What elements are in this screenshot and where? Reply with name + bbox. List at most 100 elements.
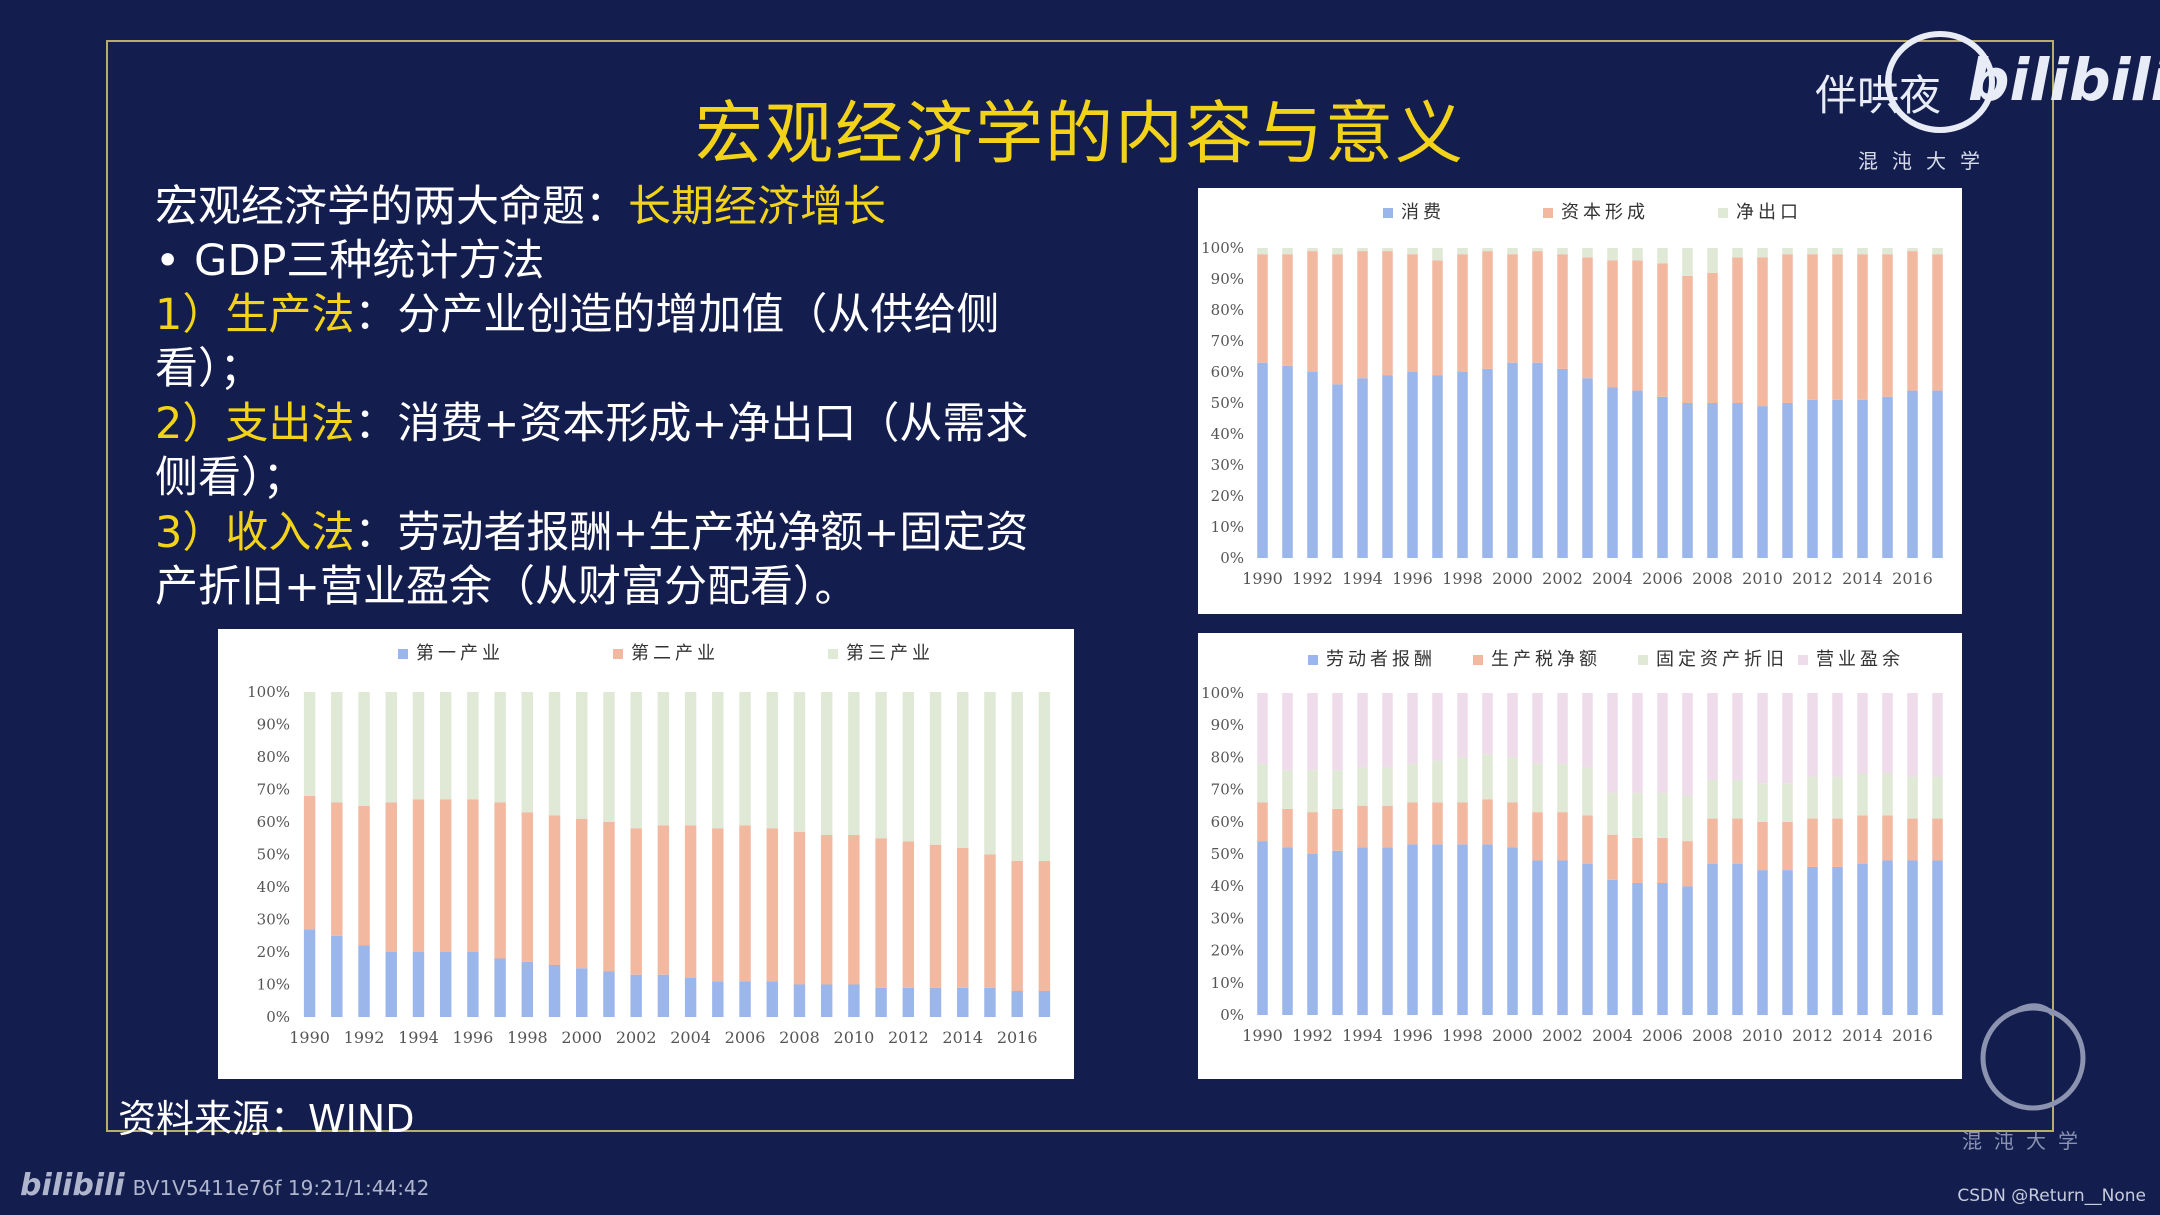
x-tick-label: 2014 bbox=[1842, 1026, 1883, 1045]
bar-segment bbox=[1707, 693, 1718, 780]
bar-segment bbox=[1432, 844, 1443, 1015]
method-2-cont: 侧看）； bbox=[155, 453, 306, 503]
bar-segment bbox=[521, 692, 534, 813]
bar-segment bbox=[630, 828, 642, 975]
legend-swatch bbox=[613, 649, 623, 659]
bar-segment bbox=[1282, 770, 1293, 809]
bar-segment bbox=[1382, 375, 1393, 558]
bar-segment bbox=[358, 692, 370, 806]
legend-swatch bbox=[1718, 208, 1728, 218]
bar-segment bbox=[1407, 248, 1418, 255]
bar-segment bbox=[1832, 248, 1843, 255]
x-tick-label: 2008 bbox=[1692, 1026, 1733, 1045]
bar-segment bbox=[984, 854, 996, 988]
bar-segment bbox=[1257, 763, 1268, 803]
y-tick-label: 20% bbox=[257, 943, 290, 961]
x-tick-label: 1990 bbox=[1242, 1026, 1283, 1045]
bar-segment bbox=[576, 818, 588, 969]
bar-segment bbox=[1832, 818, 1843, 867]
bar-segment bbox=[1582, 863, 1593, 1015]
x-tick-label: 2014 bbox=[942, 1028, 983, 1047]
bar-segment bbox=[1457, 248, 1468, 255]
legend-label: 消费 bbox=[1401, 202, 1445, 223]
bar-segment bbox=[1557, 248, 1568, 255]
method-1-label: 1）生产法 bbox=[155, 290, 355, 340]
bar-segment bbox=[1807, 693, 1818, 777]
bar-segment bbox=[793, 984, 806, 1017]
bilibili-watermark-icon bbox=[1885, 31, 1995, 133]
bar-segment bbox=[902, 841, 915, 988]
bar-segment bbox=[1632, 792, 1643, 838]
bar-segment bbox=[1457, 372, 1468, 558]
bar-segment bbox=[1682, 248, 1693, 276]
y-tick-label: 80% bbox=[257, 748, 290, 766]
bar-segment bbox=[684, 825, 697, 978]
x-tick-label: 2016 bbox=[1892, 1026, 1933, 1045]
bar-segment bbox=[1457, 802, 1468, 845]
bar-segment bbox=[1011, 692, 1023, 861]
x-tick-label: 2000 bbox=[1492, 1026, 1533, 1045]
bar-segment bbox=[1907, 860, 1918, 1015]
bar-segment bbox=[630, 692, 642, 829]
bar-segment bbox=[1732, 818, 1743, 864]
x-tick-label: 2014 bbox=[1842, 569, 1883, 588]
bar-segment bbox=[385, 802, 397, 952]
bar-segment bbox=[331, 935, 343, 1017]
legend-swatch bbox=[1473, 655, 1483, 665]
bar-segment bbox=[1457, 844, 1468, 1015]
legend-swatch bbox=[1308, 655, 1318, 665]
bar-segment bbox=[1932, 860, 1943, 1015]
bar-segment bbox=[358, 945, 370, 1017]
bar-segment bbox=[1457, 757, 1468, 803]
bar-segment bbox=[712, 828, 724, 982]
bar-segment bbox=[331, 802, 343, 936]
x-tick-label: 2004 bbox=[1592, 1026, 1633, 1045]
bar-segment bbox=[1282, 254, 1293, 366]
y-tick-label: 30% bbox=[257, 911, 290, 929]
bar-segment bbox=[1357, 378, 1368, 558]
y-tick-label: 20% bbox=[1211, 487, 1244, 505]
bar-segment bbox=[385, 692, 397, 803]
bar-segment bbox=[385, 952, 397, 1017]
bar-segment bbox=[1857, 248, 1868, 255]
bar-segment bbox=[1682, 796, 1693, 842]
bar-segment bbox=[439, 952, 452, 1017]
bar-segment bbox=[848, 984, 860, 1017]
bar-segment bbox=[1482, 693, 1493, 755]
bar-segment bbox=[1432, 248, 1443, 261]
bar-segment bbox=[657, 692, 670, 826]
bar-segment bbox=[1932, 776, 1943, 819]
bar-segment bbox=[1507, 254, 1518, 363]
bar-segment bbox=[848, 835, 860, 985]
bar-segment bbox=[1607, 248, 1618, 261]
x-tick-label: 2002 bbox=[1542, 1026, 1583, 1045]
bar-segment bbox=[494, 692, 506, 803]
bar-segment bbox=[1907, 251, 1918, 391]
bar-segment bbox=[793, 831, 806, 985]
bar-segment bbox=[1757, 870, 1768, 1015]
bar-segment bbox=[303, 796, 316, 930]
legend-swatch bbox=[1543, 208, 1553, 218]
watermark-text: 伴哄夜 bbox=[1815, 71, 1942, 120]
method-3-label: 3）收入法 bbox=[155, 508, 355, 558]
bar-segment bbox=[1882, 396, 1893, 558]
legend-swatch bbox=[828, 649, 838, 659]
x-tick-label: 1990 bbox=[1242, 569, 1283, 588]
x-tick-label: 1998 bbox=[1442, 569, 1483, 588]
x-tick-label: 2012 bbox=[1792, 569, 1833, 588]
topic-highlight: 长期经济增长 bbox=[628, 182, 886, 232]
y-tick-label: 100% bbox=[1201, 239, 1244, 257]
bar-segment bbox=[1407, 802, 1418, 845]
bar-segment bbox=[521, 961, 534, 1017]
x-tick-label: 1994 bbox=[398, 1028, 439, 1047]
bar-segment bbox=[820, 835, 833, 985]
bar-segment bbox=[657, 825, 670, 975]
bar-segment bbox=[1432, 260, 1443, 376]
bar-segment bbox=[1732, 779, 1743, 819]
bar-segment bbox=[1807, 399, 1818, 558]
bar-segment bbox=[766, 981, 778, 1017]
bar-segment bbox=[1757, 257, 1768, 407]
y-tick-label: 30% bbox=[1211, 909, 1244, 927]
y-tick-label: 70% bbox=[1211, 781, 1244, 799]
bar-segment bbox=[1307, 693, 1318, 771]
